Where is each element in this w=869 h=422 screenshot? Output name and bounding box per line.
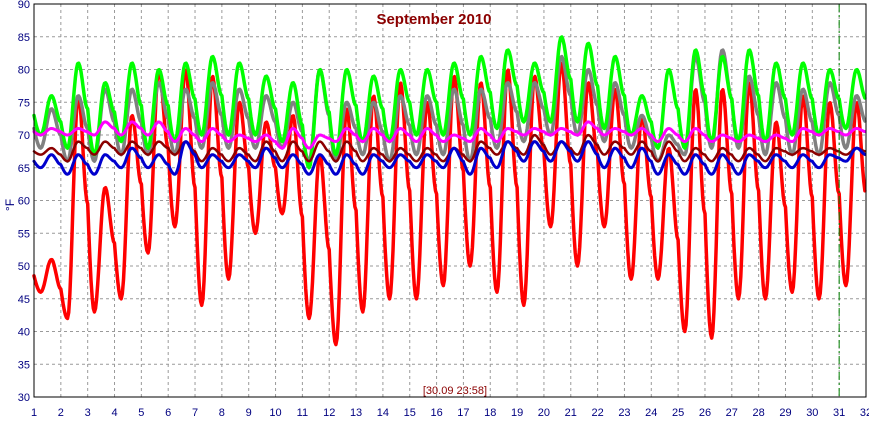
y-tick-65: 65: [18, 163, 30, 175]
x-tick-22: 22: [591, 407, 603, 419]
x-tick-25: 25: [672, 407, 684, 419]
x-tick-7: 7: [192, 407, 198, 419]
y-tick-80: 80: [18, 65, 30, 77]
y-tick-35: 35: [18, 359, 30, 371]
x-tick-4: 4: [111, 407, 117, 419]
x-tick-32: 32: [860, 407, 869, 419]
x-tick-28: 28: [753, 407, 765, 419]
chart-title: September 2010: [376, 11, 491, 28]
x-tick-1: 1: [31, 407, 37, 419]
y-tick-30: 30: [18, 392, 30, 404]
y-axis-label: °F: [3, 199, 17, 211]
series-line-6: [32, 140, 867, 176]
x-tick-30: 30: [806, 407, 818, 419]
y-tick-85: 85: [18, 32, 30, 44]
x-tick-16: 16: [430, 407, 442, 419]
x-tick-6: 6: [165, 407, 171, 419]
x-tick-24: 24: [645, 407, 657, 419]
x-tick-21: 21: [565, 407, 577, 419]
x-tick-10: 10: [269, 407, 281, 419]
plot-frame: [33, 3, 867, 398]
x-tick-5: 5: [138, 407, 144, 419]
y-tick-70: 70: [18, 130, 30, 142]
x-tick-20: 20: [538, 407, 550, 419]
series-lines: [32, 35, 867, 347]
x-tick-3: 3: [85, 407, 91, 419]
y-tick-50: 50: [18, 261, 30, 273]
y-tick-40: 40: [18, 327, 30, 339]
x-tick-31: 31: [833, 407, 845, 419]
y-tick-labels: 30 35 40 45 50 55 60 65 70 75 80 85 90: [18, 0, 30, 404]
x-tick-12: 12: [323, 407, 335, 419]
cursor-readout: [30.09 23:58]: [423, 385, 487, 397]
grid-lines: [34, 4, 866, 397]
x-tick-labels: 1 2 3 4 5 6 7 8 9 10 11 12 13 14 15 16 17 18 19 20 21 22 23 24 2…: [31, 407, 869, 419]
y-tick-90: 90: [18, 0, 30, 11]
y-tick-60: 60: [18, 196, 30, 208]
x-tick-17: 17: [457, 407, 469, 419]
y-tick-45: 45: [18, 294, 30, 306]
x-tick-27: 27: [726, 407, 738, 419]
x-tick-15: 15: [404, 407, 416, 419]
x-tick-13: 13: [350, 407, 362, 419]
x-tick-18: 18: [484, 407, 496, 419]
series-line-4: [32, 120, 867, 150]
x-tick-29: 29: [779, 407, 791, 419]
x-tick-26: 26: [699, 407, 711, 419]
x-tick-19: 19: [511, 407, 523, 419]
y-tick-75: 75: [18, 97, 30, 109]
x-tick-14: 14: [377, 407, 389, 419]
x-tick-2: 2: [58, 407, 64, 419]
y-tick-55: 55: [18, 228, 30, 240]
x-tick-23: 23: [618, 407, 630, 419]
x-tick-9: 9: [246, 407, 252, 419]
series-line-3: [32, 35, 867, 170]
x-tick-8: 8: [219, 407, 225, 419]
x-tick-11: 11: [297, 407, 308, 419]
